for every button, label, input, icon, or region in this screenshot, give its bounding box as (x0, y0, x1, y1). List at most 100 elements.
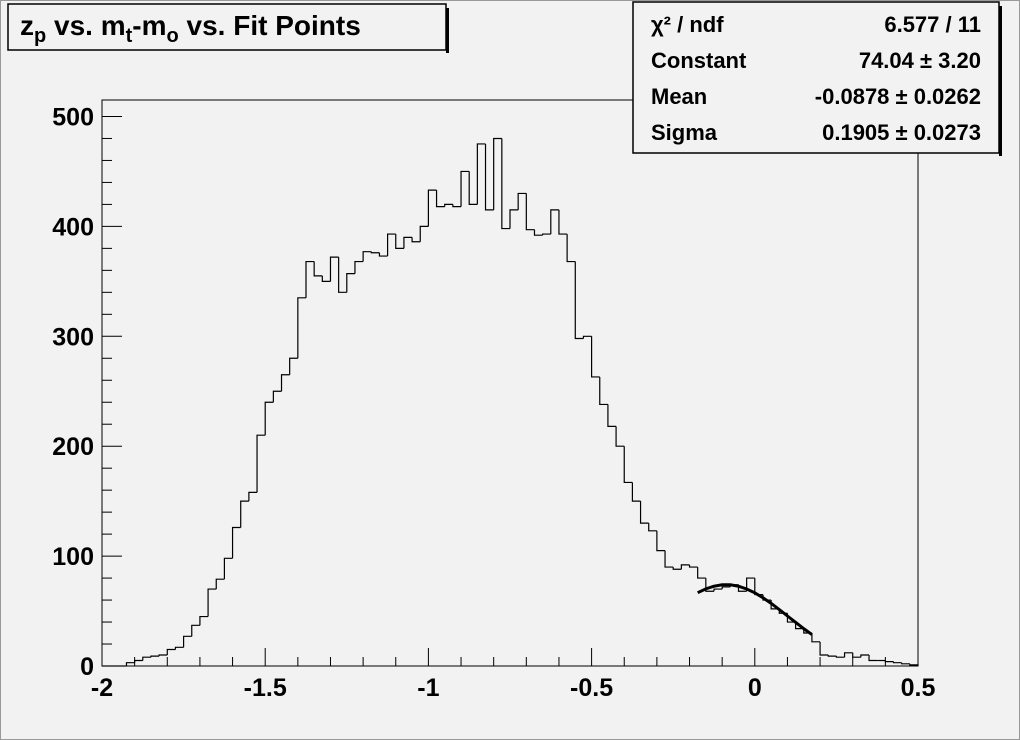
histogram-bin (705, 578, 714, 592)
histogram-bin (183, 635, 192, 648)
title-shadow (446, 8, 449, 53)
stats-value: -0.0878 ± 0.0262 (815, 84, 981, 109)
histogram-bin (468, 171, 478, 206)
histogram-bin (591, 336, 600, 378)
histogram-bin (721, 586, 731, 590)
x-tick-label: 0 (748, 674, 762, 702)
histogram-bin (525, 193, 535, 231)
histogram-bin (199, 615, 209, 626)
histogram-bin (582, 335, 592, 339)
stats-label: Constant (651, 48, 747, 73)
x-tick-label: -0.5 (570, 674, 613, 702)
histogram-bin (697, 567, 706, 579)
histogram-bin (166, 648, 176, 656)
histogram-bin (615, 426, 625, 447)
histogram-bin (501, 138, 510, 230)
y-tick-label: 200 (52, 433, 94, 461)
histogram-bin (566, 234, 576, 263)
histogram-bin (191, 624, 200, 637)
title-part: -m (132, 10, 166, 41)
title-part: z (20, 10, 34, 41)
stats-label: χ² / ndf (651, 12, 724, 37)
histogram-bin (346, 273, 355, 293)
y-tick-label: 100 (52, 543, 94, 571)
histogram-bin (125, 662, 135, 666)
histogram-bin (656, 530, 666, 552)
stats-value: 0.1905 ± 0.0273 (822, 120, 981, 145)
x-tick-label: 0.5 (901, 674, 936, 702)
histogram-bin (835, 656, 845, 658)
histogram-bin (542, 233, 551, 236)
histogram-bin (215, 578, 225, 590)
histogram-bin (313, 261, 323, 277)
title-part: t (126, 25, 133, 47)
histogram-bin (419, 225, 429, 242)
y-tick-label: 500 (52, 103, 94, 131)
x-tick-label: -1 (417, 674, 439, 702)
stats-label: Sigma (651, 120, 718, 145)
histogram-bin (231, 526, 241, 559)
x-tick-label: -2 (91, 674, 113, 702)
y-tick-label: 300 (52, 323, 94, 351)
histogram-bin (338, 257, 347, 293)
histogram-bin (868, 655, 878, 662)
histogram-bin (672, 567, 682, 570)
histogram-bin (509, 209, 519, 229)
histogram-bin (713, 588, 723, 592)
histogram-bin (297, 297, 306, 359)
histogram-bin (517, 192, 527, 210)
histogram-bin (280, 374, 290, 392)
stats-value: 6.577 / 11 (884, 12, 981, 37)
histogram-bin (174, 646, 184, 650)
histogram-bin (395, 234, 404, 249)
histogram-bin (599, 376, 608, 406)
histogram-bin (427, 189, 437, 227)
frame (101, 99, 919, 667)
histogram-bin (860, 654, 870, 658)
stats-value: 74.04 ± 3.20 (859, 48, 981, 73)
histogram-bin (264, 401, 274, 436)
histogram-bin (607, 404, 617, 428)
histogram-bin (623, 446, 633, 484)
histogram-bin (852, 652, 861, 658)
histogram-bin (688, 564, 698, 568)
histogram-bin (558, 209, 568, 235)
title-part: vs. Fit Points (179, 10, 361, 41)
histogram-bin (305, 260, 315, 298)
histogram-bin (329, 256, 339, 282)
histogram-bin (639, 501, 649, 524)
histogram-bin (533, 229, 543, 236)
histogram-bin (435, 190, 445, 208)
histogram-bin (484, 143, 494, 211)
histogram-bin (746, 577, 755, 592)
histogram-bin (550, 209, 559, 235)
histogram-bin (909, 663, 919, 666)
histogram-bin (411, 237, 421, 243)
histogram-bin (142, 656, 151, 661)
histogram-bin (892, 661, 902, 664)
histogram-bin (476, 143, 486, 205)
histogram-bin (370, 251, 380, 254)
histogram-bin (493, 137, 502, 210)
histogram-bin (387, 233, 396, 257)
histogram-bin (272, 390, 282, 403)
y-tick-label: 400 (52, 213, 94, 241)
histogram-bin (843, 652, 853, 658)
histogram-bin (354, 260, 364, 274)
histogram-bin (648, 523, 657, 532)
histogram-bin (819, 641, 829, 656)
histogram-bin (631, 482, 641, 502)
histogram-bin (362, 251, 372, 262)
title-part: vs. m (46, 10, 125, 41)
histogram-bin (240, 500, 249, 528)
stats-shadow (999, 6, 1002, 156)
stats-label: Mean (651, 84, 707, 109)
histogram-bin (680, 564, 690, 570)
chart-title: zp vs. mt-mo vs. Fit Points (20, 10, 361, 47)
histogram-bin (321, 275, 331, 282)
fit-curve (697, 583, 813, 636)
histogram-bin (378, 252, 388, 257)
title-box (7, 3, 447, 51)
stats-box (632, 1, 1000, 154)
x-tick-label: -1.5 (244, 674, 287, 702)
